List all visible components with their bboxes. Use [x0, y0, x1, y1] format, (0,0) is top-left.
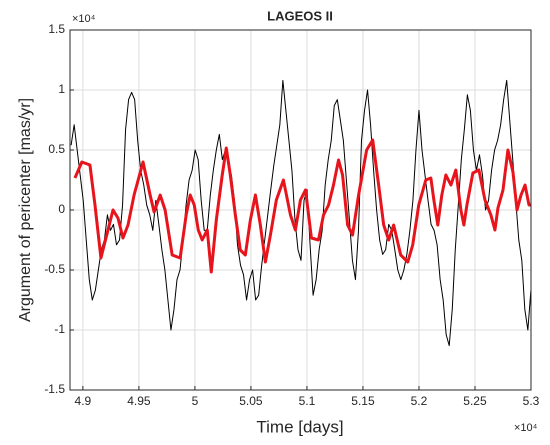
x-tick-label: 5	[192, 394, 199, 408]
x-tick-label: 5.05	[239, 394, 263, 408]
y-tick-label: -1	[54, 322, 65, 336]
x-tick-label: 5.1	[299, 394, 316, 408]
data-line	[73, 138, 531, 274]
data-line	[70, 79, 531, 347]
y-tick-label: 0	[58, 202, 65, 216]
plot-frame	[69, 29, 532, 391]
x-tick-label: 5.25	[463, 394, 487, 408]
x-multiplier: ×10⁴	[514, 422, 538, 434]
y-tick-label: -1.5	[44, 382, 65, 396]
y-multiplier: ×10⁴	[72, 13, 96, 25]
y-tick-label: 1.5	[48, 22, 65, 36]
y-axis-label: Argument of pericenter [mas/yr]	[17, 98, 34, 322]
y-tick-label: 1	[58, 82, 65, 96]
chart-title: LAGEOS II	[267, 8, 333, 23]
y-tick-label: 0.5	[48, 142, 65, 156]
x-axis-label: Time [days]	[256, 417, 343, 436]
x-tick-label: 5.15	[351, 394, 375, 408]
x-tick-label: 5.3	[523, 394, 540, 408]
x-tick-label: 5.2	[411, 394, 428, 408]
y-tick-label: -0.5	[44, 262, 65, 276]
x-tick-label: 4.95	[127, 394, 151, 408]
x-tick-label: 4.9	[75, 394, 92, 408]
